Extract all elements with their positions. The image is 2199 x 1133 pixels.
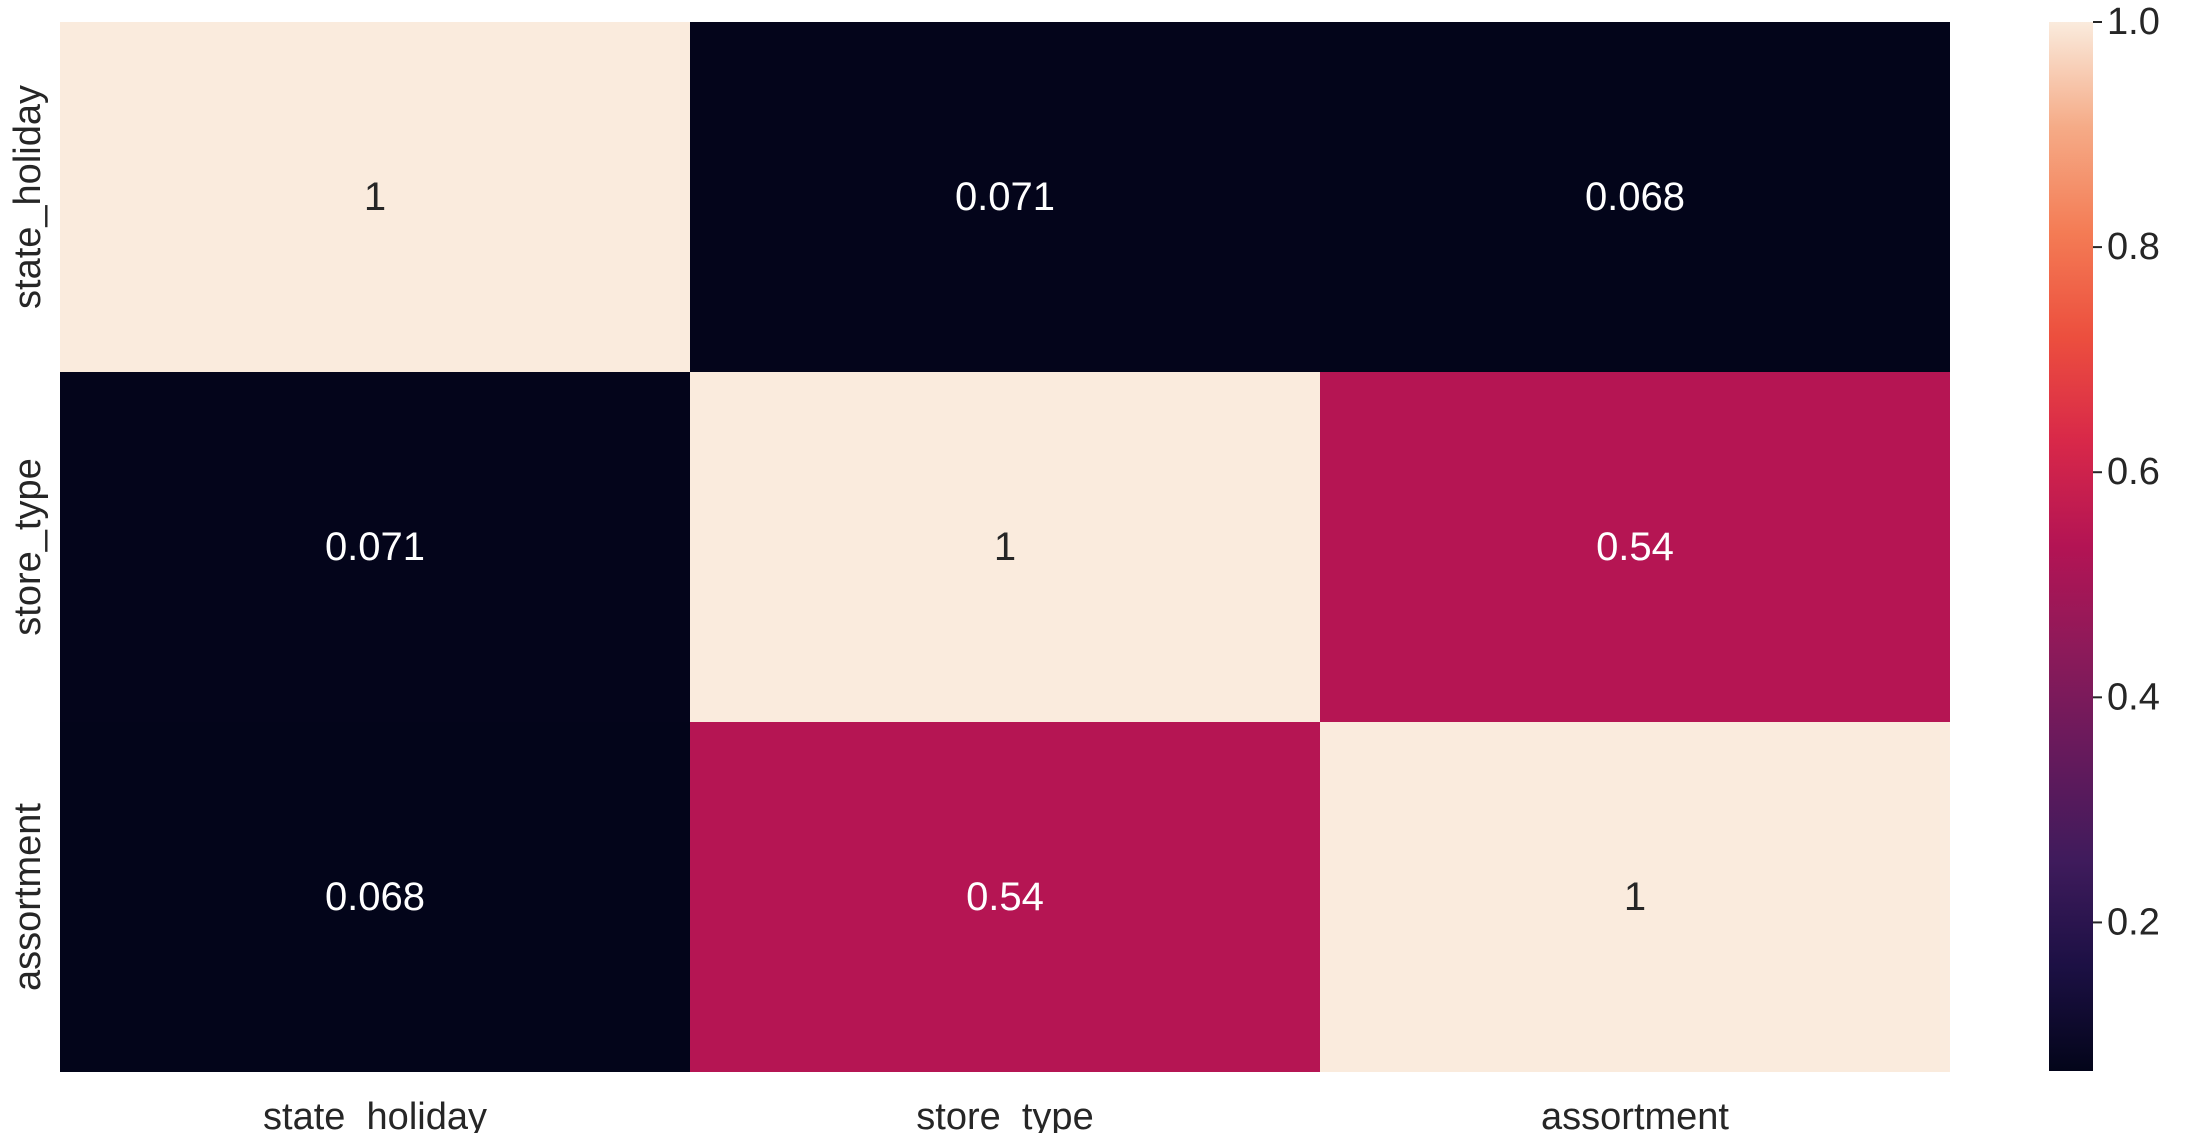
cell-value-label: 1 xyxy=(1624,875,1646,919)
y-axis-tick-labels: state_holiday store_type assortment xyxy=(7,85,49,991)
cell-value-label: 1 xyxy=(364,175,386,219)
heatmap-cell xyxy=(690,372,1320,722)
colorbar-tick-label: 0.8 xyxy=(2107,226,2160,268)
cell-value-label: 1 xyxy=(994,525,1016,569)
colorbar-tick-label: 0.2 xyxy=(2107,901,2160,943)
heatmap-cell xyxy=(690,722,1320,1072)
x-tick-label: assortment xyxy=(1541,1096,1729,1133)
colorbar-ticks: 0.2 0.4 0.6 0.8 1.0 xyxy=(2093,1,2160,943)
x-tick-label: state_holiday xyxy=(263,1096,487,1133)
heatmap-cells: 1 0.071 0.068 0.071 1 0.54 0.068 0.54 1 xyxy=(60,22,1950,1072)
heatmap-cell xyxy=(1320,22,1950,372)
cell-value-label: 0.068 xyxy=(1585,175,1685,219)
heatmap-cell xyxy=(60,372,690,722)
cell-value-label: 0.54 xyxy=(1596,525,1674,569)
y-tick-label: assortment xyxy=(7,803,49,991)
heatmap-cell xyxy=(690,22,1320,372)
y-tick-label: state_holiday xyxy=(7,85,49,309)
heatmap-cell xyxy=(1320,372,1950,722)
y-tick-label: store_type xyxy=(7,458,49,635)
x-axis-tick-labels: state_holiday store_type assortment xyxy=(263,1096,1729,1133)
colorbar-gradient xyxy=(2049,22,2093,1071)
cell-value-label: 0.071 xyxy=(325,525,425,569)
colorbar-tick-label: 0.4 xyxy=(2107,676,2160,718)
colorbar-tick-label: 1.0 xyxy=(2107,1,2160,43)
cell-value-label: 0.54 xyxy=(966,875,1044,919)
colorbar: 0.2 0.4 0.6 0.8 1.0 xyxy=(2049,1,2160,1071)
cell-value-label: 0.068 xyxy=(325,875,425,919)
x-tick-label: store_type xyxy=(916,1096,1093,1133)
heatmap-cell xyxy=(60,722,690,1072)
heatmap-cell xyxy=(1320,722,1950,1072)
cell-value-label: 0.071 xyxy=(955,175,1055,219)
colorbar-tick-label: 0.6 xyxy=(2107,451,2160,493)
heatmap-cell xyxy=(60,22,690,372)
